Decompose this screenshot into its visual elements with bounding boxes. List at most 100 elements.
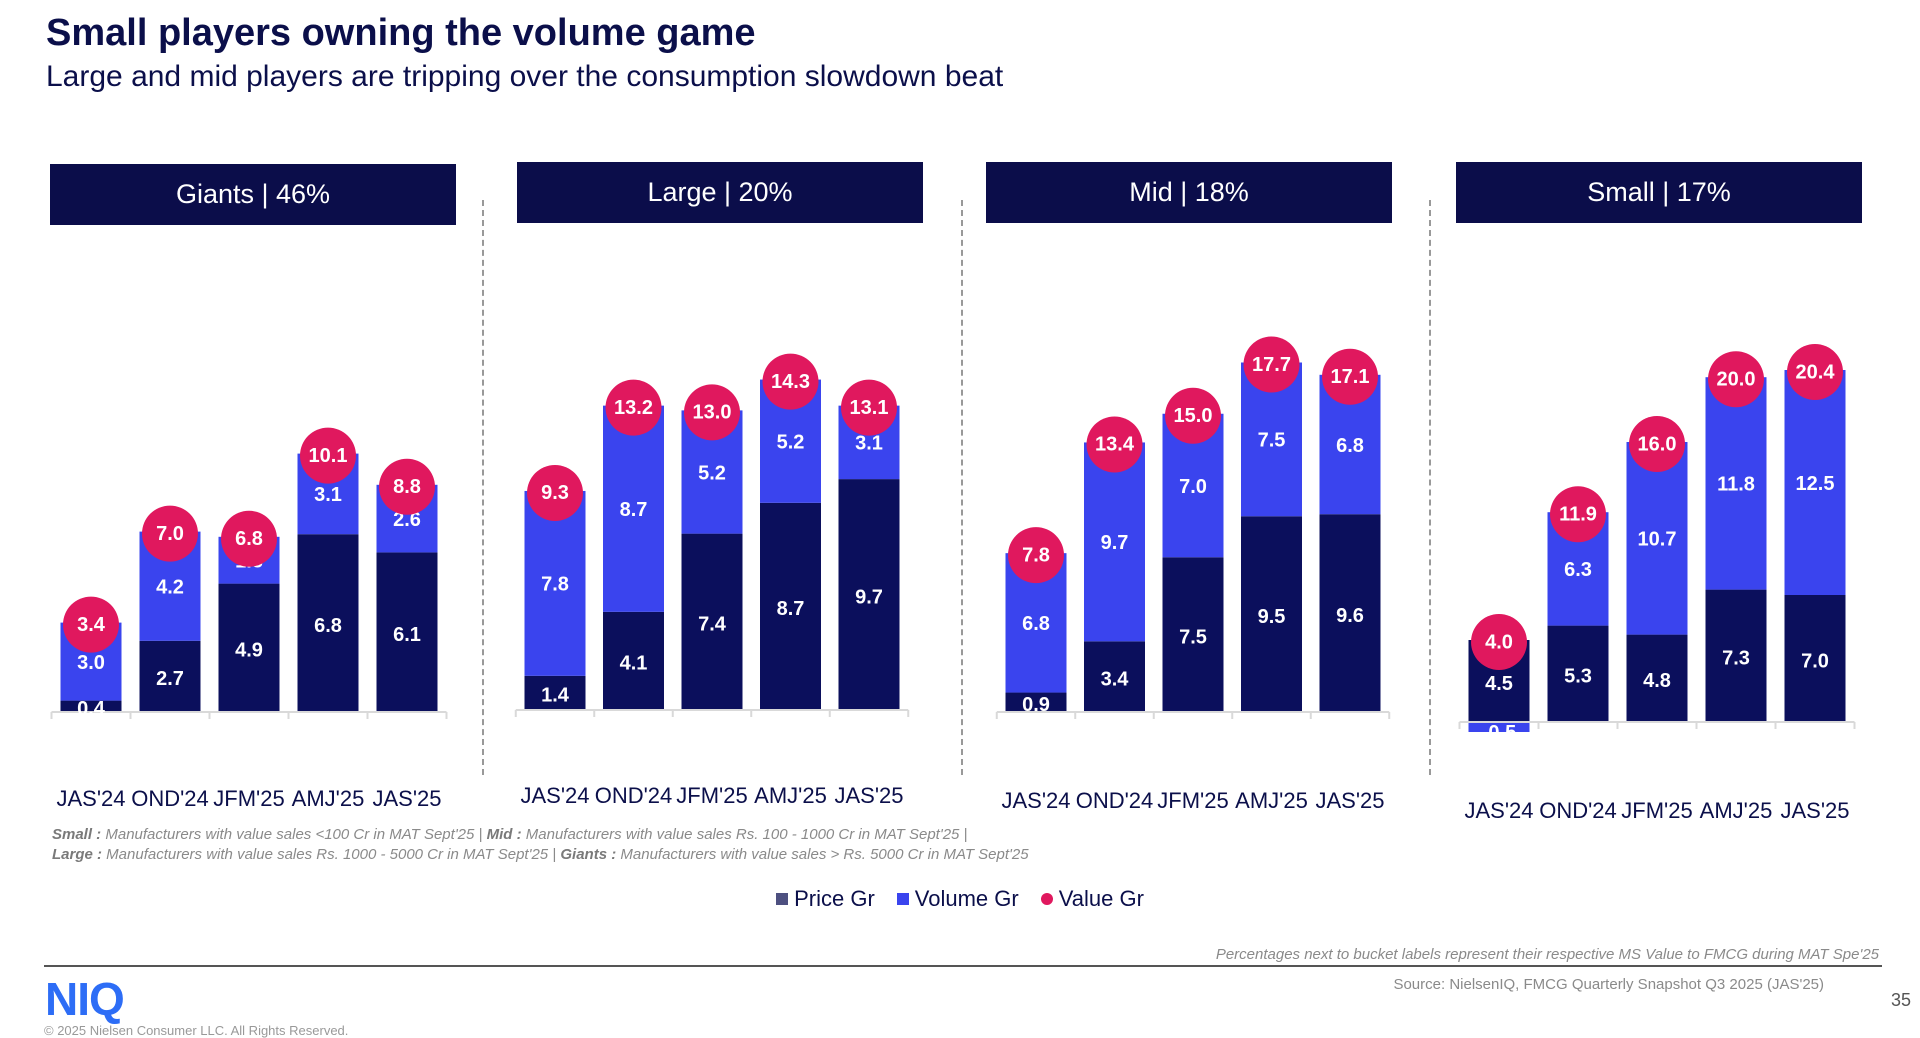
volume-bar xyxy=(1084,442,1145,642)
category-label: JAS'24 xyxy=(520,783,589,808)
price-data-label: 3.4 xyxy=(1101,668,1130,690)
price-data-label: 4.1 xyxy=(620,653,648,675)
value-data-label: 15.0 xyxy=(1174,405,1213,427)
chart-legend: Price Gr Volume Gr Value Gr xyxy=(0,886,1920,912)
price-bar xyxy=(139,640,201,711)
page-subtitle: Large and mid players are tripping over … xyxy=(46,60,1004,93)
category-label: JFM'25 xyxy=(1621,798,1692,823)
footnote-line-2: Large : Manufacturers with value sales R… xyxy=(52,846,1029,863)
value-marker xyxy=(841,379,897,436)
volume-data-label: 7.8 xyxy=(541,574,569,596)
price-data-label: 1.4 xyxy=(541,685,570,707)
volume-data-label: 3.0 xyxy=(77,652,105,674)
volume-data-label: 5.2 xyxy=(777,431,805,453)
value-marker xyxy=(684,384,740,441)
legend-item-volume: Volume Gr xyxy=(896,886,1019,912)
price-bar xyxy=(60,700,122,711)
legend-item-value: Value Gr xyxy=(1040,886,1144,912)
volume-bar xyxy=(1468,723,1530,732)
price-bar xyxy=(1084,641,1145,711)
category-label: AMJ'25 xyxy=(754,783,827,808)
price-data-label: 4.9 xyxy=(235,640,263,662)
price-bar xyxy=(1626,634,1688,721)
value-marker xyxy=(605,379,662,436)
category-label: JFM'25 xyxy=(213,786,284,811)
category-label: OND'24 xyxy=(1539,798,1617,823)
value-data-label: 20.4 xyxy=(1796,361,1836,383)
legend-item-price: Price Gr xyxy=(776,886,875,912)
volume-data-label: 3.1 xyxy=(314,484,342,506)
price-data-label: 7.0 xyxy=(1801,650,1829,672)
volume-data-label: 9.7 xyxy=(1101,532,1129,554)
legend-label: Value Gr xyxy=(1058,886,1144,911)
category-label: OND'24 xyxy=(595,783,673,808)
price-data-label: 7.4 xyxy=(698,614,727,636)
value-data-label: 13.1 xyxy=(850,397,889,419)
volume-data-label: 12.5 xyxy=(1796,473,1835,495)
volume-bar xyxy=(524,490,586,676)
price-data-label: 5.3 xyxy=(1564,666,1592,688)
panel-divider xyxy=(961,200,963,775)
volume-data-label: 6.8 xyxy=(1022,613,1050,635)
volume-data-label: 6.3 xyxy=(1564,559,1592,581)
page-number: 35 xyxy=(1891,990,1912,1010)
value-data-label: 20.0 xyxy=(1717,368,1756,390)
price-bar xyxy=(297,534,359,711)
footnote-term: Giants : xyxy=(560,846,617,863)
value-marker xyxy=(63,596,119,653)
category-label: AMJ'25 xyxy=(1700,798,1773,823)
volume-data-label: 7.0 xyxy=(1179,476,1207,498)
value-marker xyxy=(1086,416,1143,473)
legend-label: Price Gr xyxy=(794,886,875,911)
price-bar xyxy=(218,583,280,711)
price-bar xyxy=(681,533,743,709)
category-label: AMJ'25 xyxy=(292,786,365,811)
volume-data-label: 7.5 xyxy=(1258,430,1286,452)
volume-data-label: 3.1 xyxy=(855,433,883,455)
value-marker xyxy=(1471,614,1527,670)
value-marker xyxy=(1165,387,1221,444)
volume-data-label: 11.8 xyxy=(1717,474,1755,496)
price-data-label: 6.8 xyxy=(314,615,342,637)
copyright: © 2025 Nielsen Consumer LLC. All Rights … xyxy=(44,1023,349,1038)
value-data-label: 4.0 xyxy=(1485,631,1513,653)
value-data-label: 17.7 xyxy=(1252,354,1291,376)
category-label: JAS'24 xyxy=(56,786,125,811)
panel-header-large: Large | 20% xyxy=(517,162,923,223)
category-label: JAS'25 xyxy=(1315,788,1384,813)
legend-swatch-value xyxy=(1040,893,1053,905)
footnote-text: Manufacturers with value sales > Rs. 500… xyxy=(616,846,1029,863)
footer-rule xyxy=(44,965,1882,967)
value-marker xyxy=(762,353,819,410)
legend-swatch-volume xyxy=(896,893,909,905)
volume-bar xyxy=(1705,377,1767,590)
price-bar xyxy=(1005,692,1067,711)
volume-data-label: -0.5 xyxy=(1482,722,1516,744)
panel-divider xyxy=(1429,200,1431,775)
value-data-label: 9.3 xyxy=(541,482,569,504)
price-bar xyxy=(1162,557,1224,711)
panel-header-small: Small | 17% xyxy=(1456,162,1862,223)
value-marker xyxy=(1708,351,1764,408)
category-label: JAS'25 xyxy=(834,783,903,808)
price-data-label: 6.1 xyxy=(393,624,421,646)
ms-note: Percentages next to bucket labels repres… xyxy=(1215,946,1879,963)
price-bar xyxy=(1319,514,1381,711)
value-data-label: 14.3 xyxy=(771,371,810,393)
footnote-text: Manufacturers with value sales Rs. 100 -… xyxy=(521,826,968,843)
source-text: Source: NielsenIQ, FMCG Quarterly Snapsh… xyxy=(1393,976,1824,993)
price-data-label: 4.8 xyxy=(1643,670,1671,692)
page-title: Small players owning the volume game xyxy=(46,12,756,54)
footnote-term: Large : xyxy=(52,846,103,863)
value-data-label: 13.4 xyxy=(1095,434,1135,456)
category-label: OND'24 xyxy=(1076,788,1154,813)
price-bar xyxy=(524,675,586,709)
volume-data-label: 10.7 xyxy=(1638,529,1677,551)
value-marker xyxy=(1322,348,1378,405)
price-data-label: 0.9 xyxy=(1022,694,1050,716)
value-data-label: 10.1 xyxy=(309,445,348,467)
footnote-line-1: Small : Manufacturers with value sales <… xyxy=(52,826,967,843)
panel-header-giants: Giants | 46% xyxy=(50,164,456,225)
legend-label: Volume Gr xyxy=(914,886,1019,911)
value-data-label: 7.0 xyxy=(156,523,184,545)
